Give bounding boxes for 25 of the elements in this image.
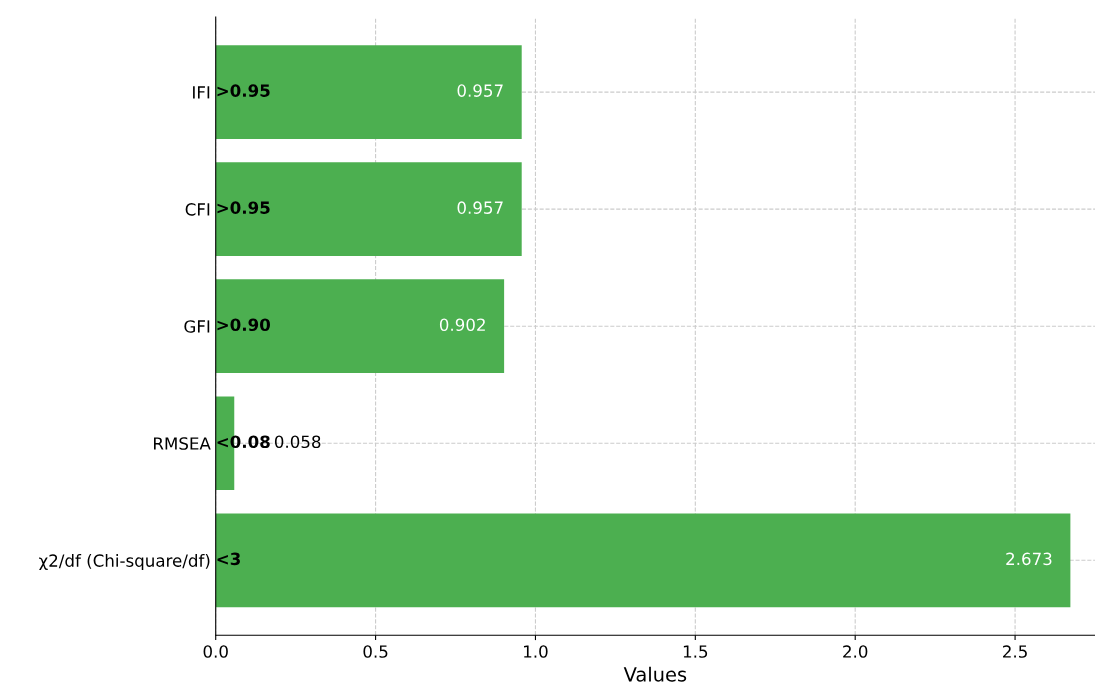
y-tick-label: CFI: [185, 203, 210, 216]
annotation: >0.95: [217, 84, 270, 97]
data-label: 0.902: [439, 318, 485, 332]
data-label: 0.058: [274, 435, 321, 449]
annotation: >0.90: [217, 318, 270, 332]
bar: [215, 45, 522, 139]
x-tick-label: 0.0: [203, 645, 228, 658]
bar: [215, 513, 1071, 608]
x-tick-label: 2.0: [843, 645, 868, 658]
data-label: 0.957: [457, 84, 503, 97]
data-label: 2.673: [1006, 552, 1052, 566]
x-axis-title: Values: [623, 666, 687, 682]
bar: [215, 279, 505, 374]
bar: [215, 162, 522, 256]
x-tick-label: 0.5: [363, 645, 388, 658]
y-tick-label: GFI: [184, 320, 210, 333]
y-tick-label: IFI: [193, 86, 210, 99]
x-tick-label: 2.5: [1003, 645, 1027, 658]
y-tick-label: χ2/df (Chi-square/df): [39, 553, 210, 571]
x-tick-label: 1.5: [683, 645, 708, 658]
y-tick-label: RMSEA: [154, 437, 211, 450]
data-label: 0.957: [457, 201, 503, 214]
x-tick-label: 1.0: [524, 645, 548, 658]
annotation: <3: [217, 552, 240, 566]
annotation: >0.95: [217, 201, 270, 214]
